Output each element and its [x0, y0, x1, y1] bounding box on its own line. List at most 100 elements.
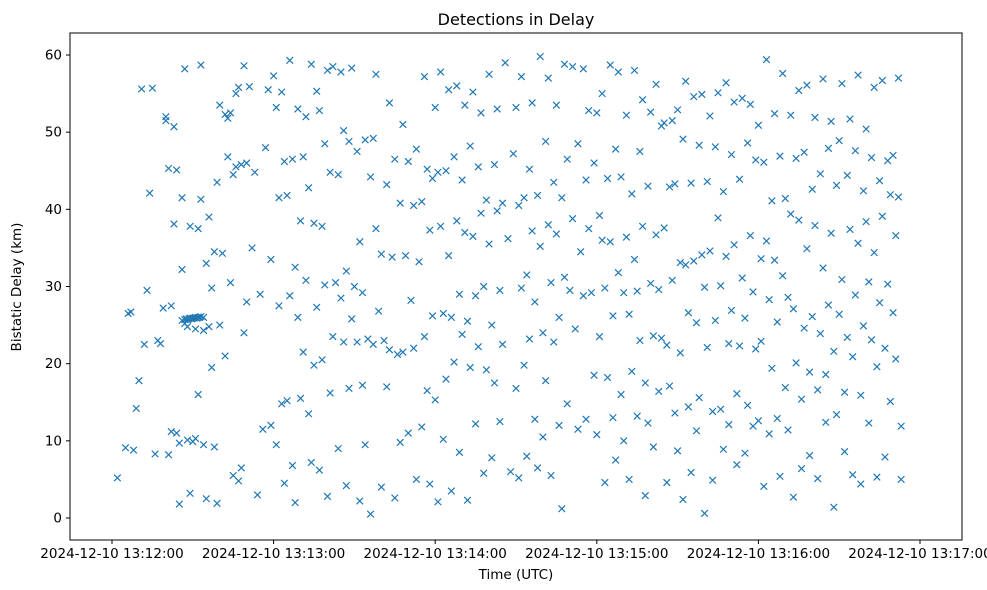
- scatter-point: [202, 494, 210, 503]
- scatter-point: [520, 361, 528, 369]
- scatter-point: [531, 298, 539, 306]
- scatter-point: [603, 174, 612, 183]
- scatter-point: [296, 394, 305, 403]
- scatter-point: [129, 446, 138, 454]
- scatter-point: [714, 214, 722, 222]
- scatter-point: [660, 119, 668, 127]
- scatter-point: [873, 473, 881, 481]
- scatter-point: [800, 324, 808, 332]
- scatter-point: [652, 80, 660, 89]
- scatter-point: [854, 71, 862, 79]
- scatter-point: [207, 363, 216, 372]
- y-tick-label: 40: [45, 202, 62, 218]
- scatter-point: [813, 474, 822, 483]
- scatter-point: [442, 375, 450, 383]
- scatter-point: [622, 111, 631, 119]
- scatter-point: [523, 452, 531, 460]
- scatter-point: [655, 387, 663, 396]
- scatter-point: [382, 180, 391, 189]
- scatter-point: [272, 440, 281, 449]
- scatter-point: [175, 500, 184, 508]
- scatter-point: [358, 381, 367, 389]
- scatter-point: [216, 321, 224, 329]
- scatter-point: [679, 135, 687, 143]
- scatter-point: [528, 99, 536, 107]
- scatter-point: [805, 368, 814, 376]
- scatter-point: [822, 370, 830, 379]
- scatter-point: [493, 105, 501, 113]
- scatter-point: [469, 232, 477, 241]
- scatter-point: [835, 136, 843, 145]
- scatter-point: [506, 467, 515, 476]
- scatter-point: [291, 263, 299, 271]
- scatter-point: [194, 390, 202, 399]
- scatter-point: [544, 74, 553, 82]
- scatter-point: [835, 310, 843, 319]
- scatter-point: [730, 98, 738, 106]
- scatter-point: [743, 401, 752, 410]
- scatter-point: [768, 197, 776, 205]
- scatter-point: [485, 70, 493, 79]
- scatter-point: [808, 185, 816, 193]
- scatter-point: [663, 341, 671, 349]
- scatter-point: [288, 155, 297, 163]
- scatter-point: [598, 236, 606, 244]
- scatter-point: [496, 286, 504, 295]
- scatter-point: [625, 310, 633, 319]
- scatter-point: [347, 315, 356, 323]
- scatter-point: [501, 58, 509, 67]
- scatter-point: [778, 271, 787, 280]
- scatter-point: [762, 237, 771, 245]
- scatter-point: [444, 251, 453, 260]
- scatter-point: [622, 233, 631, 241]
- scatter-point: [315, 106, 324, 115]
- scatter-point: [566, 286, 574, 295]
- scatter-point: [703, 343, 711, 352]
- scatter-point: [786, 111, 795, 119]
- scatter-point: [700, 509, 709, 518]
- scatter-point: [816, 170, 825, 178]
- scatter-point: [471, 292, 480, 300]
- scatter-point: [232, 89, 240, 98]
- scatter-point: [673, 106, 682, 114]
- scatter-point: [434, 498, 442, 506]
- scatter-point: [323, 492, 332, 501]
- scatter-point: [609, 312, 617, 320]
- scatter-point: [523, 271, 531, 279]
- scatter-point: [137, 85, 146, 93]
- scatter-point: [412, 475, 421, 484]
- scatter-point: [224, 114, 232, 123]
- scatter-point: [237, 464, 246, 472]
- scatter-point: [482, 196, 491, 204]
- scatter-point: [617, 173, 625, 181]
- scatter-point: [776, 472, 784, 481]
- scatter-point: [412, 145, 421, 153]
- scatter-point: [474, 342, 483, 351]
- scatter-point: [434, 168, 442, 177]
- scatter-point: [396, 199, 404, 207]
- scatter-point: [345, 137, 353, 146]
- scatter-point: [517, 72, 526, 81]
- scatter-point: [302, 113, 310, 121]
- scatter-point: [657, 334, 666, 342]
- scatter-point: [886, 190, 895, 199]
- scatter-point: [226, 109, 235, 117]
- scatter-point: [574, 425, 582, 433]
- scatter-point: [504, 234, 512, 243]
- scatter-point: [770, 256, 779, 264]
- scatter-point: [240, 329, 248, 337]
- scatter-point: [649, 332, 658, 340]
- scatter-point: [636, 147, 644, 156]
- scatter-point: [277, 88, 286, 96]
- scatter-point: [843, 333, 852, 342]
- scatter-point: [294, 105, 302, 113]
- scatter-point: [329, 332, 337, 341]
- scatter-point: [512, 103, 520, 112]
- scatter-point: [479, 282, 488, 291]
- scatter-point: [765, 430, 773, 438]
- scatter-point: [377, 250, 386, 258]
- scatter-point: [897, 475, 905, 484]
- scatter-point: [590, 159, 598, 167]
- scatter-point: [641, 491, 650, 500]
- scatter-point: [857, 391, 865, 400]
